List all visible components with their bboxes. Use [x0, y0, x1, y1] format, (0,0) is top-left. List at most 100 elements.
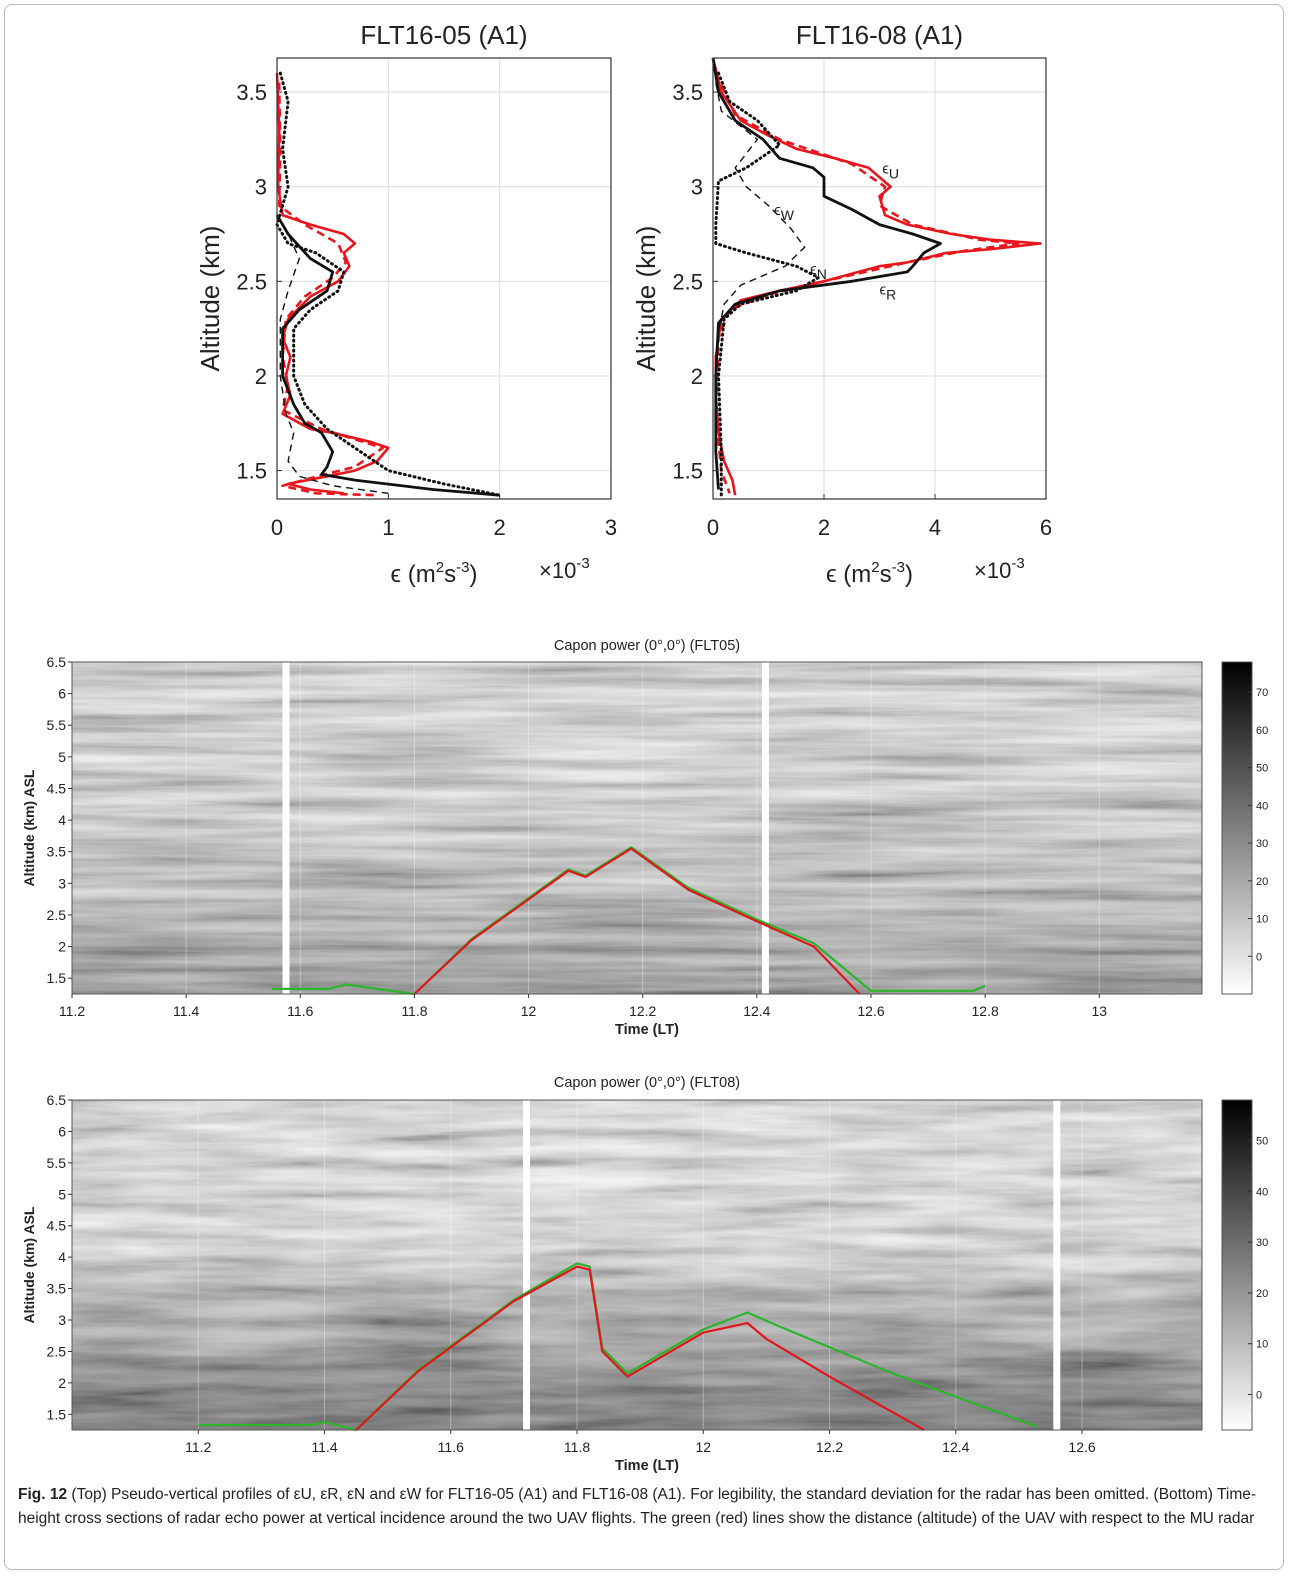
y-tick-label: 1.5 — [47, 1406, 67, 1422]
series-line-black-dashed — [715, 82, 806, 490]
profile-chart-flt05: 0 1 2 3 1.5 2 2.5 3 3.5 FLT16-05 (A1) Altitude (km… — [195, 20, 617, 588]
x-tick-label: 0 — [271, 515, 283, 540]
x-tick-label: 12.6 — [1068, 1439, 1095, 1455]
y-tick-label: 2 — [255, 364, 267, 389]
y-tick-label: 4 — [58, 1249, 66, 1265]
uav-altitude-line — [355, 1265, 925, 1431]
radar-title: Capon power (0°,0°) (FLT05) — [554, 638, 740, 654]
y-tick-label: 1.5 — [236, 459, 267, 484]
data-gap — [523, 1100, 531, 1430]
y-tick-label: 2.5 — [672, 269, 703, 294]
colorbar-tick-label: 40 — [1256, 800, 1268, 812]
colorbar-tick-label: 10 — [1256, 914, 1268, 926]
y-tick-label: 2 — [58, 939, 66, 955]
radar-chart-flt05: 11.2 11.4 11.6 11.8 12 12.2 12.4 12.6 12.8 13 1.5 2… — [21, 638, 1268, 1038]
y-tick-label: 2.5 — [236, 269, 267, 294]
x-tick-label: 12.4 — [743, 1003, 770, 1019]
data-gap — [282, 662, 290, 994]
y-tick-label: 3.5 — [47, 1281, 67, 1297]
series-line-red-dashed — [277, 82, 385, 497]
y-tick-label: 6.5 — [47, 654, 67, 670]
x-tick-label: 6 — [1040, 515, 1052, 540]
y-tick-label: 4.5 — [47, 1218, 67, 1234]
y-tick-label: 3.5 — [672, 80, 703, 105]
axes-box — [276, 57, 612, 500]
y-tick-label: 1.5 — [672, 459, 703, 484]
y-axis-label: Altitude (km) ASL — [21, 1206, 37, 1323]
x-axis-label: ϵ (m2s-3) — [391, 559, 478, 588]
colorbar-tick-label: 20 — [1256, 1288, 1268, 1300]
x-tick-label: 3 — [605, 515, 617, 540]
colorbar-gradient — [1221, 1099, 1253, 1431]
x-tick-label: 11.4 — [173, 1003, 199, 1019]
colorbar-tick-label: 50 — [1256, 763, 1268, 775]
y-tick-label: 2 — [691, 364, 703, 389]
x-tick-label: 11.2 — [59, 1003, 85, 1019]
colorbar-tick-label: 50 — [1256, 1136, 1268, 1148]
radar-chart-flt08: 11.2 11.4 11.6 11.8 12 12.2 12.4 12.6 1.5 2 2.5 3 3.… — [21, 1075, 1268, 1474]
y-tick-label: 1.5 — [47, 970, 67, 986]
caption-label: Fig. 12 — [18, 1486, 68, 1503]
uav-distance-line — [271, 846, 986, 996]
colorbar-tick-label: 60 — [1256, 725, 1268, 737]
uav-altitude-line — [413, 847, 861, 995]
series-annotation-r: ϵR — [880, 282, 897, 303]
axes-box — [71, 661, 1203, 995]
y-tick-label: 2 — [58, 1375, 66, 1391]
x-axis-label: Time (LT) — [615, 1458, 679, 1474]
echo-power-texture — [72, 662, 1202, 994]
figure-frame — [4, 4, 1284, 1570]
y-tick-label: 3 — [58, 875, 66, 891]
x-tick-label: 13 — [1091, 1003, 1107, 1019]
radar-title: Capon power (0°,0°) (FLT08) — [554, 1075, 740, 1091]
x-tick-label: 12.6 — [857, 1003, 884, 1019]
x-tick-label: 0 — [707, 515, 719, 540]
x-tick-label: 12.8 — [972, 1003, 999, 1019]
series-line-black-dotted — [275, 71, 502, 497]
x-axis-multiplier: ×10-3 — [974, 555, 1025, 583]
y-tick-label: 5 — [58, 749, 66, 765]
profile-title: FLT16-08 (A1) — [796, 20, 963, 50]
radar-charts: 11.2 11.4 11.6 11.8 12 12.2 12.4 12.6 12.8 13 1.5 2… — [21, 638, 1268, 1474]
y-tick-label: 4.5 — [47, 780, 67, 796]
series-line-black-dashed — [276, 214, 389, 494]
x-tick-label: 11.2 — [185, 1439, 211, 1455]
x-axis-label: Time (LT) — [615, 1022, 679, 1038]
echo-power-texture — [72, 1100, 1202, 1430]
profile-title: FLT16-05 (A1) — [360, 20, 527, 50]
colorbar: 0 10 20 30 40 50 60 70 — [1221, 661, 1268, 995]
x-axis-label: ϵ (m2s-3) — [826, 559, 913, 588]
y-tick-label: 6 — [58, 1123, 66, 1139]
x-tick-label: 2 — [494, 515, 506, 540]
x-tick-label: 2 — [818, 515, 830, 540]
profile-charts: 0 1 2 3 1.5 2 2.5 3 3.5 FLT16-05 (A1) Altitude (km… — [195, 20, 1052, 588]
uav-distance-line — [198, 1262, 1039, 1432]
y-axis-label: Altitude (km) ASL — [21, 769, 37, 886]
colorbar-tick-label: 20 — [1256, 876, 1268, 888]
x-tick-label: 12 — [695, 1439, 711, 1455]
x-tick-label: 11.6 — [438, 1439, 464, 1455]
colorbar-tick-label: 70 — [1256, 687, 1268, 699]
series-line-black-solid — [275, 214, 500, 497]
series-line-red-solid — [275, 73, 390, 495]
colorbar-tick-label: 10 — [1256, 1339, 1268, 1351]
y-tick-label: 6.5 — [47, 1092, 67, 1108]
axes-box — [71, 1099, 1203, 1431]
plot-area — [713, 58, 1046, 499]
data-gap — [1053, 1100, 1061, 1430]
profile-chart-flt08: 0 2 4 6 1.5 2 2.5 3 3.5 FLT16-08 (A1) Altitude (km… — [631, 20, 1052, 588]
y-tick-label: 2.5 — [47, 1343, 67, 1359]
y-tick-label: 3 — [691, 175, 703, 200]
axes-box — [712, 57, 1047, 500]
x-tick-label: 11.6 — [287, 1003, 313, 1019]
x-axis-multiplier: ×10-3 — [539, 555, 590, 583]
x-tick-label: 11.8 — [401, 1003, 427, 1019]
colorbar-tick-label: 0 — [1256, 1389, 1262, 1401]
colorbar-tick-label: 0 — [1256, 951, 1262, 963]
x-tick-label: 1 — [382, 515, 394, 540]
series-line-black-dotted — [714, 71, 820, 497]
colorbar-tick-label: 30 — [1256, 838, 1268, 850]
x-tick-label: 11.4 — [311, 1439, 337, 1455]
